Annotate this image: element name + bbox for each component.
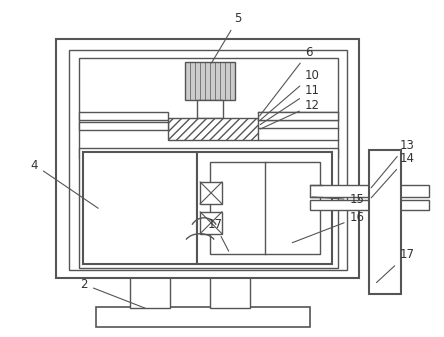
Bar (83, 152, 197, 264)
Bar (197, 152, 332, 264)
Bar (131, 276, 170, 308)
Bar (79, 58, 337, 158)
Bar (197, 100, 223, 118)
Text: 13: 13 (371, 139, 414, 188)
Bar (168, 118, 258, 140)
Text: 14: 14 (371, 152, 414, 198)
Bar (210, 162, 320, 254)
Bar (56, 38, 360, 278)
Text: 12: 12 (260, 99, 320, 129)
Bar (309, 185, 429, 197)
Text: 17: 17 (377, 248, 414, 283)
Text: 2: 2 (80, 278, 146, 308)
Text: 10: 10 (260, 69, 320, 120)
Bar (69, 51, 348, 270)
Text: 4: 4 (31, 158, 98, 208)
Bar (95, 307, 309, 327)
Bar (369, 150, 401, 295)
Text: 5: 5 (211, 12, 242, 63)
Text: 11: 11 (260, 84, 320, 125)
Bar (79, 122, 168, 130)
Bar (210, 276, 250, 308)
Bar (79, 112, 168, 120)
Bar (200, 182, 222, 204)
Bar (309, 200, 429, 210)
Text: 17: 17 (207, 218, 229, 251)
Bar (79, 148, 337, 268)
Bar (258, 112, 337, 120)
Text: 16: 16 (292, 211, 365, 243)
Text: 15: 15 (313, 193, 365, 206)
Text: 6: 6 (260, 46, 312, 116)
Bar (185, 62, 235, 100)
Bar (200, 212, 222, 234)
